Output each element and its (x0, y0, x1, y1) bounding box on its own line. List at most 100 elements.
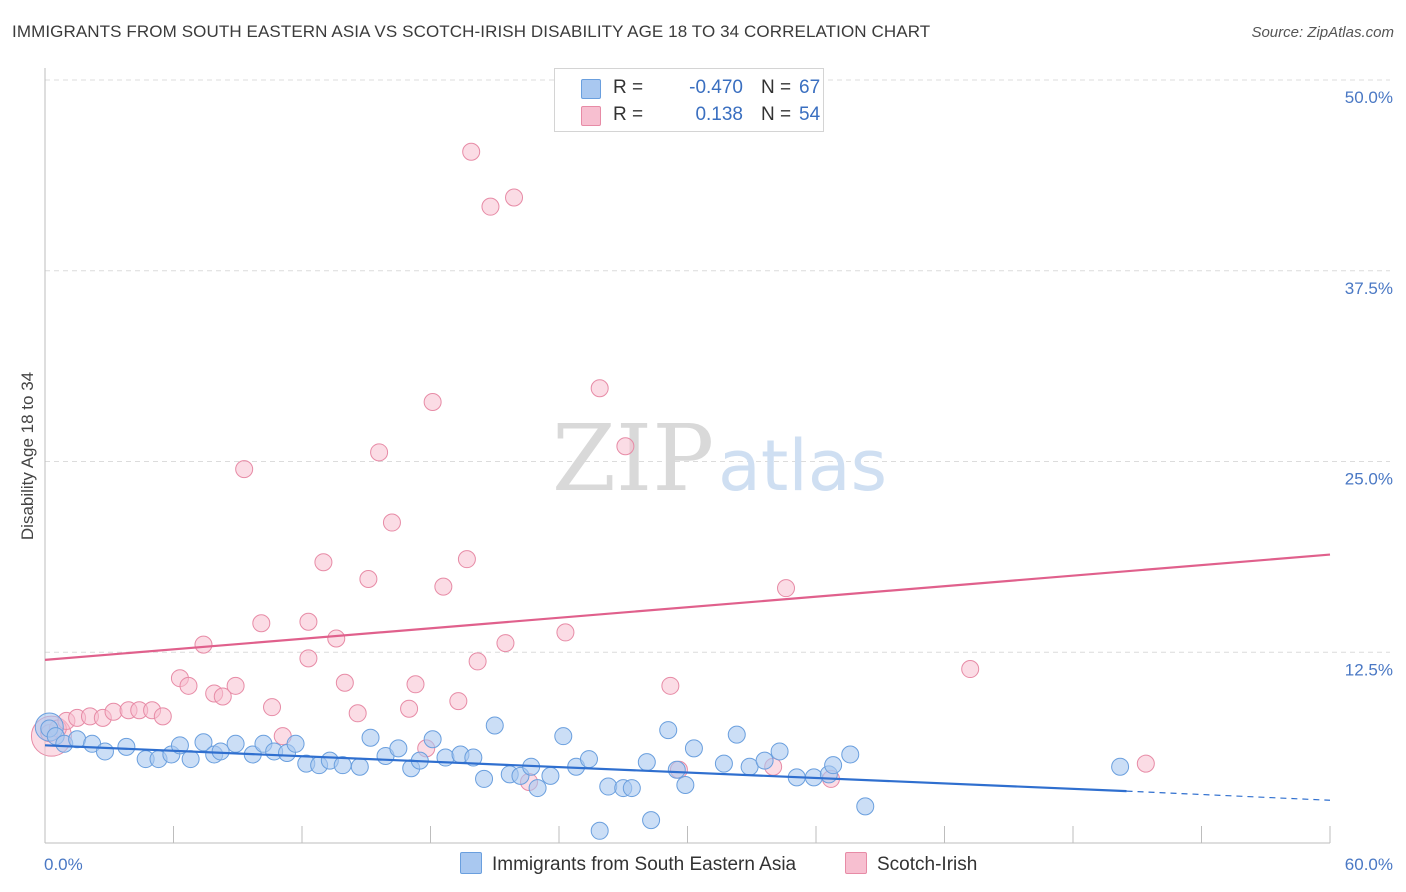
watermark-zip: ZIP (552, 405, 714, 512)
data-point (755, 751, 774, 770)
data-point (348, 704, 367, 723)
legend-n-value: 67 (799, 77, 821, 98)
data-point (423, 730, 442, 749)
data-point (659, 721, 678, 740)
data-point (299, 612, 318, 631)
data-point (117, 737, 136, 756)
y-tick-label: 25.0% (1345, 470, 1393, 489)
data-point (485, 716, 504, 735)
trend-line-scotch-irish (44, 553, 1331, 661)
data-point (599, 777, 618, 796)
data-point (556, 623, 575, 642)
data-point (777, 579, 796, 598)
data-point (95, 742, 114, 761)
data-point (856, 797, 875, 816)
data-point (475, 769, 494, 788)
data-point (179, 676, 198, 695)
data-point (481, 197, 500, 216)
legend-n-value: 54 (799, 104, 821, 125)
data-point (370, 443, 389, 462)
y-tick-label: 12.5% (1345, 660, 1393, 679)
data-point (170, 736, 189, 755)
data-point (1136, 754, 1155, 773)
data-point (252, 614, 271, 633)
data-point (226, 734, 245, 753)
watermark-atlas: atlas (718, 425, 887, 507)
data-point (263, 698, 282, 717)
data-point (496, 634, 515, 653)
data-point (528, 779, 547, 798)
data-point (590, 821, 609, 840)
data-point (464, 748, 483, 767)
bottom-legend-immigrants: Immigrants from South Eastern Asia (460, 852, 796, 876)
trend-line-immigrants (44, 744, 1127, 793)
grid-lines (45, 79, 1390, 653)
data-point (457, 550, 476, 569)
legend-r-value: -0.470 (689, 77, 743, 98)
data-point (841, 745, 860, 764)
data-point (68, 730, 87, 749)
data-point (181, 750, 200, 769)
data-point (622, 779, 641, 798)
source-credit: Source: ZipAtlas.com (1251, 24, 1394, 41)
data-point (541, 766, 560, 785)
bottom-legend-label: Scotch-Irish (877, 854, 978, 875)
data-point (389, 739, 408, 758)
data-point (286, 734, 305, 753)
x-tick-label: 0.0% (44, 855, 83, 874)
data-point (335, 673, 354, 692)
legend-r-label: R = (613, 104, 644, 125)
data-point (299, 649, 318, 668)
data-point (554, 727, 573, 746)
data-point (235, 460, 254, 479)
data-point (400, 699, 419, 718)
data-point (406, 675, 425, 694)
x-tick-label: 60.0% (1345, 855, 1393, 874)
data-point (359, 570, 378, 589)
data-point (434, 577, 453, 596)
data-point (579, 750, 598, 769)
legend-swatch-pink (581, 106, 601, 126)
data-point (676, 776, 695, 795)
data-point (714, 754, 733, 773)
data-point (226, 676, 245, 695)
data-point (616, 437, 635, 456)
data-point (727, 725, 746, 744)
chart-title: IMMIGRANTS FROM SOUTH EASTERN ASIA VS SC… (12, 22, 931, 41)
tick-labels: 12.5% 25.0% 37.5% 50.0% 0.0% 60.0% (44, 88, 1393, 874)
legend-n-label: N = (761, 77, 792, 98)
data-point (590, 379, 609, 398)
trend-lines (44, 553, 1331, 801)
data-point (637, 753, 656, 772)
legend-r-label: R = (613, 77, 644, 98)
legend-r-value: 0.138 (695, 104, 743, 125)
data-point (824, 756, 843, 775)
legend-swatch-blue (581, 79, 601, 99)
data-point (327, 629, 346, 648)
data-point (153, 707, 172, 726)
data-point (462, 142, 481, 161)
data-point (449, 692, 468, 711)
y-tick-label: 50.0% (1345, 88, 1393, 107)
bottom-legend-scotch-irish: Scotch-Irish (845, 852, 977, 876)
data-point (314, 553, 333, 572)
data-point (684, 739, 703, 758)
bottom-legend-label: Immigrants from South Eastern Asia (492, 854, 797, 875)
watermark: ZIP atlas (552, 405, 887, 512)
data-point (468, 652, 487, 671)
data-point (423, 392, 442, 411)
series-immigrants-sea (34, 712, 1130, 840)
data-point (740, 757, 759, 776)
data-point (661, 676, 680, 695)
data-point (350, 757, 369, 776)
data-point (382, 513, 401, 532)
data-point (194, 635, 213, 654)
bottom-legend-swatch-pink (845, 852, 867, 874)
data-point (505, 188, 524, 207)
data-point (642, 811, 661, 830)
data-point (194, 733, 213, 752)
data-point (667, 760, 686, 779)
correlation-legend: R = -0.470 N = 67 R = 0.138 N = 54 (554, 68, 824, 132)
data-point (213, 687, 232, 706)
